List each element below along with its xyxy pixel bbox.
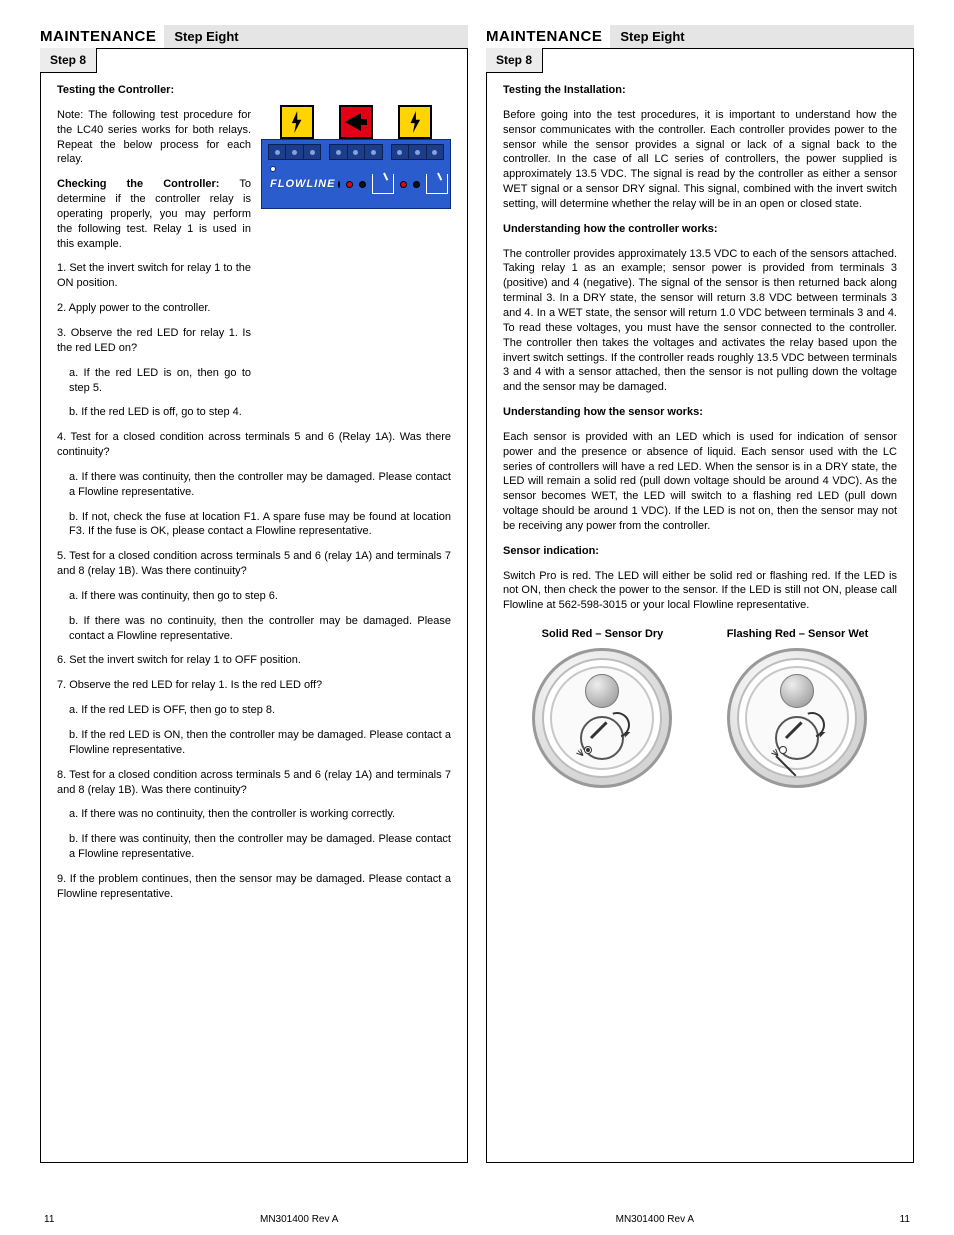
led-rays-icon-2: [769, 746, 787, 764]
right-h1: Testing the Installation:: [503, 84, 626, 96]
left-s1: 1. Set the invert switch for relay 1 to …: [57, 261, 251, 291]
right-p1: Before going into the test procedures, i…: [503, 108, 897, 212]
step-badge-right: Step 8: [486, 48, 543, 73]
led-rays-icon: [574, 746, 592, 764]
step-badge-left: Step 8: [40, 48, 97, 73]
brand-label: FLOWLINE: [268, 177, 335, 192]
left-s8a: a. If there was no continuity, then the …: [57, 807, 451, 822]
potentiometer-wet-icon: [775, 716, 819, 760]
relay-2-icon: [426, 174, 448, 194]
left-s4: 4. Test for a closed condition across te…: [57, 430, 451, 460]
npt-cap-icon: [585, 674, 619, 708]
left-s5a: a. If there was continuity, then go to s…: [57, 589, 451, 604]
left-column: Step 8 Testing the Controller: Note: The…: [40, 48, 468, 1163]
left-s2: 2. Apply power to the controller.: [57, 301, 251, 316]
right-p2: The controller provides approximately 13…: [503, 247, 897, 395]
left-s4b: b. If not, check the fuse at location F1…: [57, 510, 451, 540]
page-num-right: 11: [900, 1214, 910, 1225]
right-p3: Each sensor is provided with an LED whic…: [503, 430, 897, 534]
left-h1b: Checking the Controller:: [57, 178, 219, 190]
potentiometer-dry-icon: [580, 716, 624, 760]
right-column: Step 8 Testing the Installation: Before …: [486, 48, 914, 1163]
dial-dry-label: Solid Red – Sensor Dry: [513, 627, 692, 642]
left-h1: Testing the Controller:: [57, 84, 174, 96]
header-title-left: MAINTENANCE: [40, 28, 156, 45]
right-h2: Understanding how the controller works:: [503, 223, 718, 235]
controller-body: FLOWLINE: [261, 139, 451, 209]
left-s8b: b. If there was continuity, then the con…: [57, 832, 451, 862]
dial-wet-label: Flashing Red – Sensor Wet: [708, 627, 887, 642]
header-step-right: Step Eight: [610, 25, 914, 48]
left-s7: 7. Observe the red LED for relay 1. Is t…: [57, 678, 451, 693]
header-step-left: Step Eight: [164, 25, 468, 48]
right-h4: Sensor indication:: [503, 545, 599, 557]
left-s3b: b. If the red LED is off, go to step 4.: [57, 405, 251, 420]
led-red-1-icon: [346, 181, 353, 188]
npt-cap-icon-2: [780, 674, 814, 708]
left-note: Note: The following test procedure for t…: [57, 108, 251, 167]
right-p4: Switch Pro is red. The LED will either b…: [503, 569, 897, 614]
left-s9: 9. If the problem continues, then the se…: [57, 872, 451, 902]
page-num-left: 11: [44, 1214, 54, 1225]
left-s7a: a. If the red LED is OFF, then go to ste…: [57, 703, 451, 718]
left-s6: 6. Set the invert switch for relay 1 to …: [57, 653, 451, 668]
led-off-2-icon: [413, 181, 420, 188]
left-s7b: b. If the red LED is ON, then the contro…: [57, 728, 451, 758]
left-s3a: a. If the red LED is on, then go to step…: [57, 366, 251, 396]
controller-diagram: FLOWLINE: [261, 89, 451, 416]
dial-dry: Solid Red – Sensor Dry: [513, 627, 692, 788]
left-s3: 3. Observe the red LED for relay 1. Is t…: [57, 326, 251, 356]
right-h3: Understanding how the sensor works:: [503, 406, 703, 418]
doc-mn-right: MN301400 Rev A: [616, 1214, 694, 1225]
power-out-icon: [398, 105, 432, 139]
led-green-icon: [338, 181, 340, 188]
left-s5: 5. Test for a closed condition across te…: [57, 549, 451, 579]
left-s5b: b. If there was no continuity, then the …: [57, 614, 451, 644]
led-red-2-icon: [400, 181, 407, 188]
header-title-right: MAINTENANCE: [486, 28, 602, 45]
power-in-icon: [280, 105, 314, 139]
dial-wet: Flashing Red – Sensor Wet: [708, 627, 887, 788]
left-s4a: a. If there was continuity, then the con…: [57, 470, 451, 500]
led-off-1-icon: [359, 181, 366, 188]
alarm-horn-icon: [339, 105, 373, 139]
doc-mn-left: MN301400 Rev A: [260, 1214, 338, 1225]
relay-1-icon: [372, 174, 394, 194]
left-s8: 8. Test for a closed condition across te…: [57, 768, 451, 798]
